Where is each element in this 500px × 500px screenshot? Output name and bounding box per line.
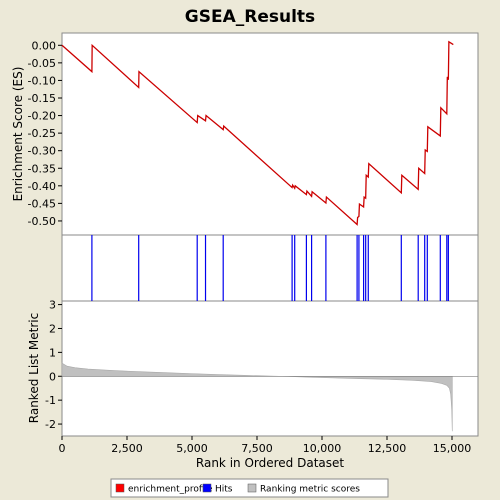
es-y-tick-label: -0.50 <box>28 215 56 228</box>
ranking-y-tick-label: 2 <box>49 322 56 335</box>
ranking-plot-area <box>61 300 479 437</box>
ranking-y-tick-label: -1 <box>45 394 56 407</box>
ranking-y-tick-label: 1 <box>49 346 56 359</box>
enrichment-layer <box>61 40 454 226</box>
es-y-tick-label: -0.25 <box>28 127 56 140</box>
legend-label: enrichment_profile <box>128 485 213 495</box>
x-tick-label: 12,500 <box>368 442 407 455</box>
enrichment-plot-area <box>61 32 479 236</box>
es-y-tick-label: -0.15 <box>28 92 56 105</box>
x-tick-label: 5,000 <box>176 442 208 455</box>
legend-swatch <box>247 483 257 493</box>
x-tick-label: 15,000 <box>433 442 472 455</box>
enrichment-profile-line <box>61 40 454 226</box>
x-tick-label: 7,500 <box>241 442 273 455</box>
legend-label: Hits <box>215 485 233 495</box>
ranking-metric-area <box>61 362 453 432</box>
x-tick-label: 0 <box>59 442 66 455</box>
es-y-axis: 0.00 -0.05 -0.10 -0.15 -0.20 -0.25 -0.30 -0.35 -… <box>28 39 62 228</box>
x-tick-label: 2,500 <box>111 442 143 455</box>
ranking-y-tick-label: 3 <box>49 299 56 312</box>
legend-swatch <box>115 483 125 493</box>
es-y-tick-label: -0.20 <box>28 110 56 123</box>
x-tick-label: 10,000 <box>303 442 342 455</box>
es-y-tick-label: -0.30 <box>28 145 56 158</box>
x-axis: 0 2,500 5,000 7,500 10,000 12,500 15,000 <box>59 436 472 455</box>
hits-layer <box>91 235 449 301</box>
es-y-tick-label: -0.35 <box>28 162 56 175</box>
es-y-tick-label: 0.00 <box>32 39 57 52</box>
legend-entries: enrichment_profile Hits Ranking metric sco… <box>115 483 360 495</box>
x-axis-title: Rank in Ordered Dataset <box>196 456 344 470</box>
es-y-axis-title: Enrichment Score (ES) <box>11 67 25 202</box>
es-y-tick-label: -0.10 <box>28 74 56 87</box>
es-y-tick-label: -0.05 <box>28 57 56 70</box>
es-y-tick-label: -0.40 <box>28 180 56 193</box>
chart-title: GSEA_Results <box>185 7 315 27</box>
ranking-layer <box>61 362 478 432</box>
ranking-y-axis-title: Ranked List Metric <box>27 313 41 423</box>
hits-plot-area <box>61 234 479 302</box>
ranking-y-axis: 3 2 1 0 -1 -2 <box>45 299 62 431</box>
ranking-y-tick-label: 0 <box>49 370 56 383</box>
legend-label: Ranking metric scores <box>260 485 360 495</box>
ranking-y-tick-label: -2 <box>45 418 56 431</box>
legend-swatch <box>202 483 212 493</box>
es-y-tick-label: -0.45 <box>28 197 56 210</box>
